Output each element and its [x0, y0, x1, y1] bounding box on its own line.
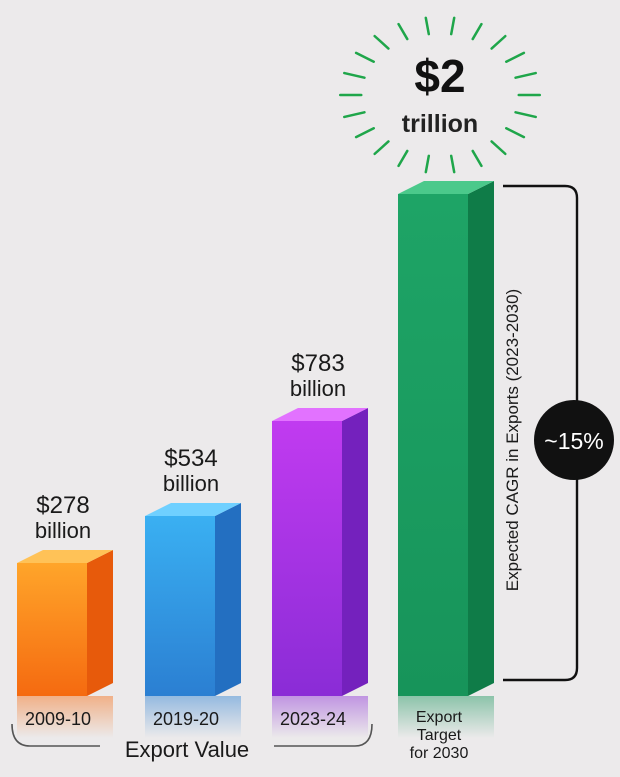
bar-top-2019-20: [145, 503, 241, 516]
value-unit-label: billion: [290, 376, 346, 401]
burst-ray: [397, 22, 409, 41]
cagr-badge: [534, 400, 614, 480]
cagr-label: Expected CAGR in Exports (2023-2030): [503, 289, 522, 591]
bar-reflections: [17, 696, 494, 738]
cagr-value: ~15%: [544, 428, 603, 454]
bar-reflection: [145, 696, 241, 738]
bar-top-2009-10: [17, 550, 113, 563]
value-unit-label: billion: [35, 518, 91, 543]
value-label: $783: [291, 350, 344, 377]
export-value-bracket: Export Value: [11, 723, 373, 762]
bars-group: [17, 181, 494, 696]
category-label: Target: [417, 727, 462, 744]
cagr-bracket: ~15% Expected CAGR in Exports (2023-2030): [503, 184, 614, 682]
bar-top-Export Target for 2030: [398, 181, 494, 194]
bar-Export Target for 2030: [398, 194, 468, 696]
bar-top-2023-24: [272, 408, 368, 421]
category-label: 2009-10: [25, 709, 91, 729]
value-label-2030: $2: [414, 50, 465, 102]
burst-ray: [354, 126, 376, 139]
bar-side-Export Target for 2030: [468, 181, 494, 696]
category-label: 2023-24: [280, 709, 346, 729]
export-value-label: Export Value: [125, 737, 249, 762]
burst-ray: [343, 111, 366, 119]
burst-ray: [504, 126, 526, 139]
burst-ray: [504, 51, 526, 64]
export-value-bracket-line: [11, 723, 373, 747]
burst-ray: [471, 22, 483, 41]
burst-ray: [514, 71, 537, 79]
value-label: $278: [36, 492, 89, 519]
burst-rays: [339, 16, 541, 174]
bar-2009-10: [17, 563, 87, 696]
value-labels: $278billion$534billion$783billion$2trill…: [35, 50, 478, 543]
burst-ray: [343, 71, 366, 79]
bar-2019-20: [145, 516, 215, 696]
bar-side-2023-24: [342, 408, 368, 696]
category-label: for 2030: [410, 745, 469, 762]
value-label: $534: [164, 445, 217, 472]
bar-side-2019-20: [215, 503, 241, 696]
burst-ray: [449, 154, 456, 174]
category-label: 2019-20: [153, 709, 219, 729]
burst-ray: [397, 149, 409, 168]
bar-reflection: [17, 696, 113, 738]
burst-ray: [490, 140, 507, 156]
burst-ray: [373, 140, 390, 156]
burst-ray: [373, 34, 390, 50]
value-unit-label: billion: [163, 471, 219, 496]
bar-side-2009-10: [87, 550, 113, 696]
burst-ray: [354, 51, 376, 64]
bar-2023-24: [272, 421, 342, 696]
burst-ray: [449, 16, 456, 36]
burst-ray: [424, 16, 431, 36]
burst-ray: [490, 34, 507, 50]
bar-reflection: [398, 696, 494, 738]
bar-reflection: [272, 696, 368, 738]
category-label: Export: [416, 709, 463, 726]
value-unit-label-2030: trillion: [402, 110, 478, 138]
burst-ray: [514, 111, 537, 119]
burst-ray: [471, 149, 483, 168]
burst-ray: [424, 154, 431, 174]
